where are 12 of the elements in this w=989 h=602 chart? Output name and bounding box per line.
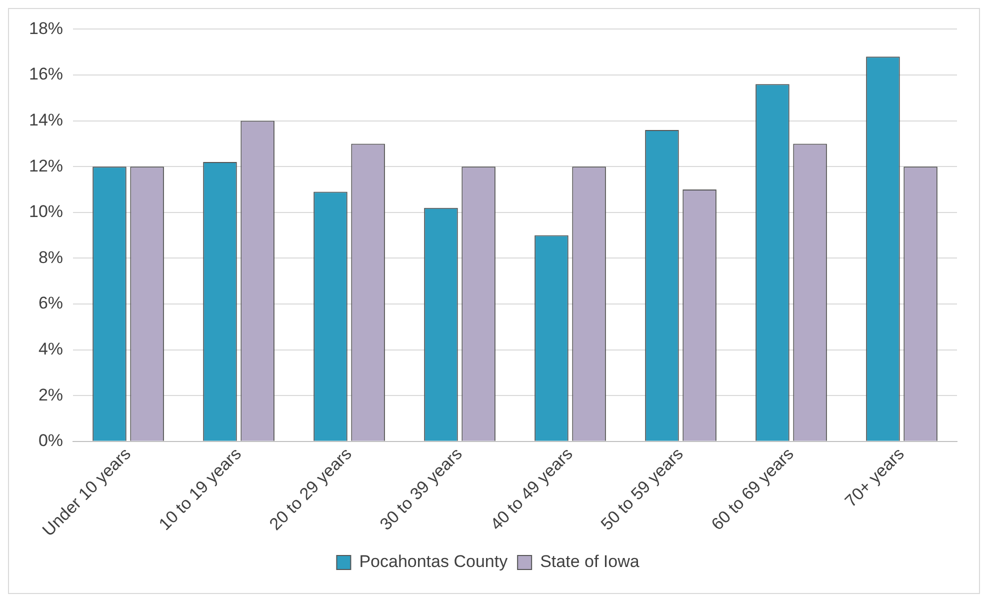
y-tick-label: 16% — [28, 64, 64, 84]
y-tick-label: 14% — [28, 110, 64, 130]
y-tick-label: 18% — [28, 18, 64, 38]
y-tick-label: 0% — [38, 431, 64, 450]
y-tick-label: 4% — [38, 339, 64, 358]
legend-label: Pocahontas County — [359, 552, 508, 572]
y-tick-label: 12% — [28, 156, 64, 176]
legend-label: State of Iowa — [540, 552, 640, 572]
y-tick-label: 8% — [38, 248, 64, 267]
y-tick-label: 2% — [38, 385, 64, 404]
y-tick-label: 6% — [38, 294, 64, 313]
y-tick-label: 10% — [28, 202, 64, 222]
